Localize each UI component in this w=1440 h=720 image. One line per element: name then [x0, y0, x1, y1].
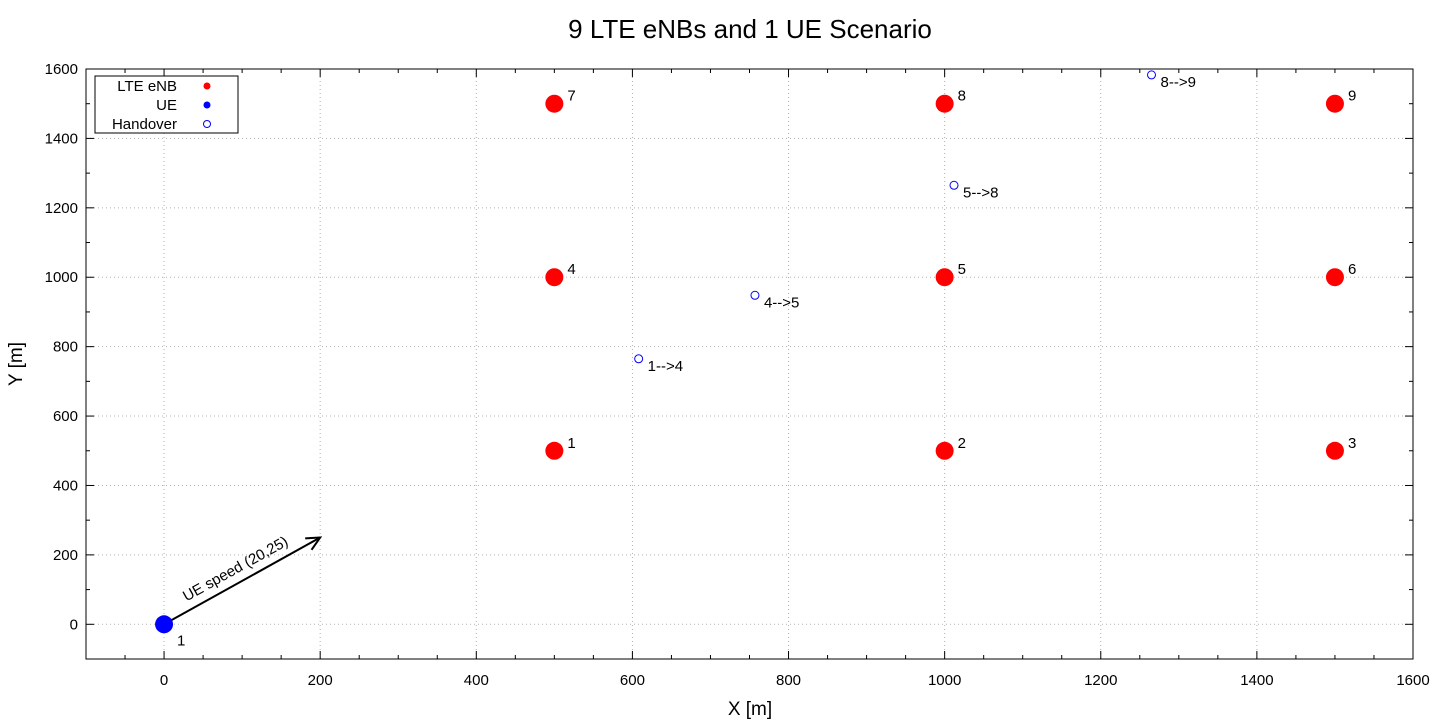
x-tick-label: 1000 [928, 672, 961, 689]
enb-label: 3 [1348, 435, 1356, 452]
enb-point [1325, 441, 1344, 460]
x-tick-label: 1400 [1240, 672, 1273, 689]
x-tick-label: 200 [308, 672, 333, 689]
handover-label: 8-->9 [1161, 74, 1196, 91]
enb-point [935, 441, 954, 460]
enb-label: 2 [958, 435, 966, 452]
enb-label: 9 [1348, 88, 1356, 105]
enb-point [1325, 268, 1344, 287]
enb-point [935, 94, 954, 113]
enb-point [545, 268, 564, 287]
ue-point [155, 615, 174, 634]
plot-area-border [85, 68, 1414, 660]
enb-label: 6 [1348, 261, 1356, 278]
y-tick-label: 600 [53, 408, 78, 425]
series-handover: 1-->4 4-->5 5-->8 8-->9 [634, 70, 1196, 375]
handover-label: 5-->8 [963, 184, 998, 201]
handover-point [1147, 70, 1157, 80]
legend-label: LTE eNB [117, 78, 177, 95]
y-tick-label: 800 [53, 339, 78, 356]
enb-label: 7 [567, 88, 575, 105]
speed-arrow-line [163, 536, 321, 626]
legend-marker [203, 82, 211, 90]
ue-label: 1 [177, 632, 185, 649]
y-tick-label: 0 [70, 616, 78, 633]
handover-point [750, 290, 760, 300]
enb-point [1325, 94, 1344, 113]
series-lte-enb: 1 2 3 4 5 6 7 8 9 [545, 88, 1356, 460]
y-tick-label: 1600 [45, 61, 78, 78]
legend-marker [203, 101, 211, 109]
enb-label: 5 [958, 261, 966, 278]
enb-label: 8 [958, 88, 966, 105]
y-tick-label: 400 [53, 477, 78, 494]
y-tick-label: 200 [53, 547, 78, 564]
enb-point [545, 94, 564, 113]
legend: LTE eNB UE Handover [94, 75, 239, 134]
x-tick-label: 800 [776, 672, 801, 689]
x-tick-label: 1200 [1084, 672, 1117, 689]
enb-point [935, 268, 954, 287]
legend-label: UE [156, 97, 177, 114]
handover-label: 4-->5 [764, 294, 799, 311]
minor-ticks [86, 69, 1413, 659]
handover-label: 1-->4 [648, 358, 683, 375]
speed-arrow-head [305, 536, 323, 551]
x-tick-label: 600 [620, 672, 645, 689]
legend-box [94, 75, 239, 134]
y-tick-label: 1400 [45, 130, 78, 147]
handover-point [634, 354, 644, 364]
x-axis-ticks: 0 200 400 600 800 1000 1200 1400 1600 [160, 69, 1430, 689]
y-axis-label: Y [m] [6, 342, 27, 386]
x-tick-label: 1600 [1396, 672, 1429, 689]
legend-label: Handover [112, 116, 177, 133]
handover-point [949, 180, 959, 190]
chart-title: 9 LTE eNBs and 1 UE Scenario [568, 14, 932, 44]
data-points: 1 2 3 4 5 6 7 8 9 1 1-->4 4-->5 5-->8 8-->9 [155, 70, 1356, 649]
y-axis-ticks: 0 200 400 600 800 1000 1200 1400 1600 [45, 61, 1413, 633]
y-tick-label: 1200 [45, 200, 78, 217]
enb-label: 1 [567, 435, 575, 452]
x-axis-label: X [m] [728, 699, 772, 720]
legend-marker [203, 120, 211, 128]
enb-label: 4 [567, 261, 575, 278]
x-tick-label: 400 [464, 672, 489, 689]
enb-point [545, 441, 564, 460]
y-tick-label: 1000 [45, 269, 78, 286]
series-ue: 1 [155, 615, 185, 649]
x-tick-label: 0 [160, 672, 168, 689]
